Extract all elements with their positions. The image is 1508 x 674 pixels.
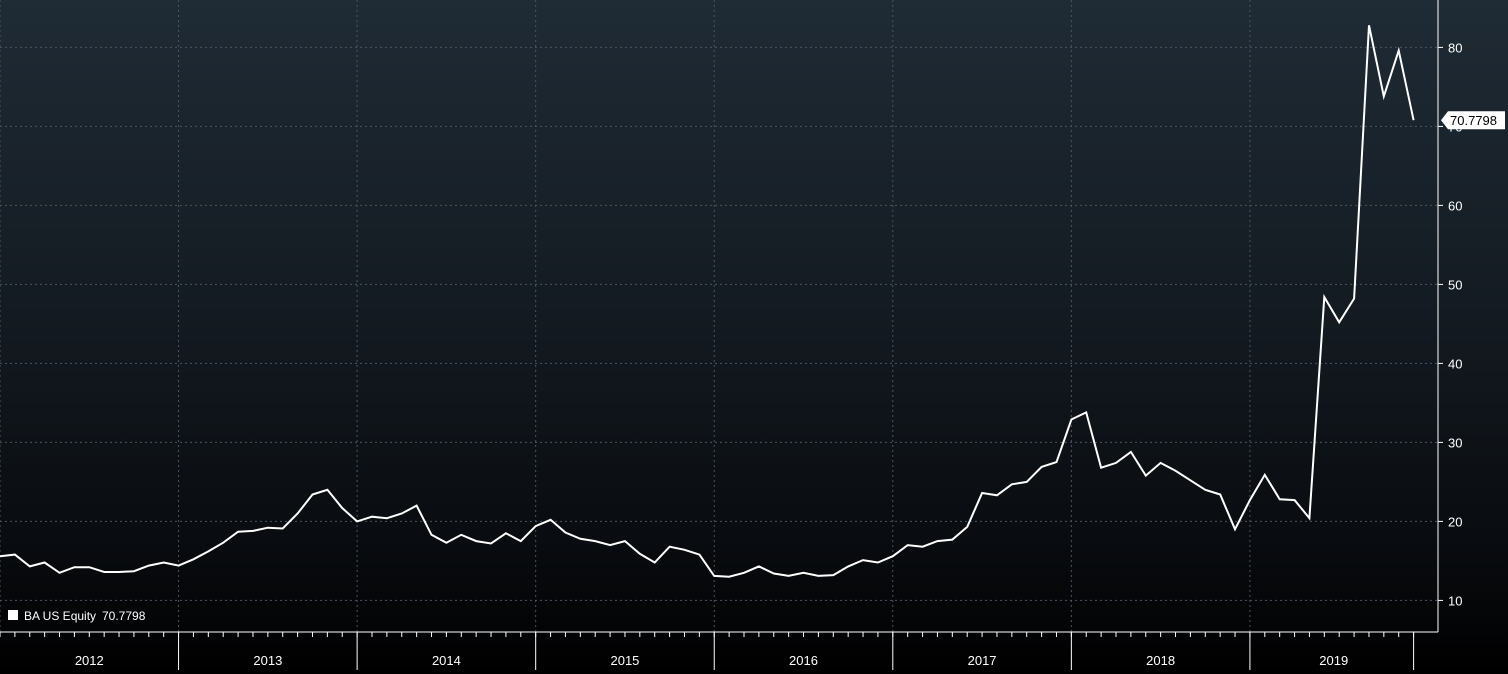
series-layer <box>0 25 1415 578</box>
x-tick-label: 2014 <box>432 653 461 668</box>
series-line <box>0 25 1415 578</box>
legend-swatch <box>8 610 18 620</box>
last-value-label: 70.7798 <box>1450 113 1497 128</box>
y-tick-label: 60 <box>1448 198 1462 213</box>
legend-series-name: BA US Equity <box>24 609 96 623</box>
y-tick-label: 50 <box>1448 277 1462 292</box>
labels: 1020304050607080201220132014201520162017… <box>8 40 1505 668</box>
y-tick-label: 20 <box>1448 514 1462 529</box>
x-tick-label: 2019 <box>1319 653 1348 668</box>
y-tick-label: 30 <box>1448 435 1462 450</box>
legend-value: 70.7798 <box>102 609 146 623</box>
axes <box>0 0 1443 670</box>
x-tick-label: 2012 <box>75 653 104 668</box>
y-tick-label: 80 <box>1448 40 1462 55</box>
x-tick-label: 2015 <box>610 653 639 668</box>
y-tick-label: 10 <box>1448 593 1462 608</box>
x-tick-label: 2018 <box>1146 653 1175 668</box>
grid-lines <box>0 0 1438 632</box>
x-tick-label: 2013 <box>253 653 282 668</box>
x-tick-label: 2016 <box>789 653 818 668</box>
last-value-flag <box>1441 111 1505 130</box>
x-tick-label: 2017 <box>968 653 997 668</box>
y-tick-label: 40 <box>1448 356 1462 371</box>
